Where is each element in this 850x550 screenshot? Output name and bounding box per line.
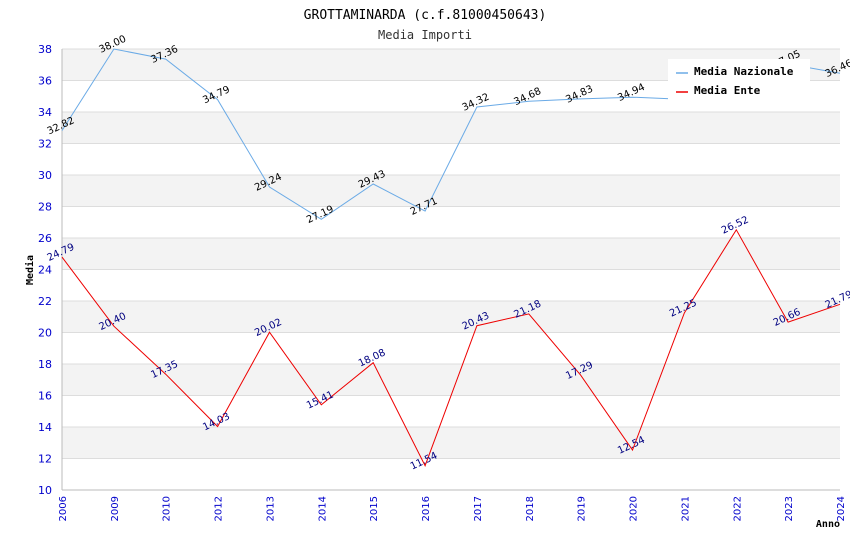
gridlines: [62, 48, 840, 491]
x-tick-label: 2022: [732, 496, 743, 521]
y-tick-label: 38: [38, 43, 52, 56]
y-axis-label: Media: [24, 255, 36, 285]
legend-label-media-ente: Media Ente: [694, 84, 761, 97]
plot-band: [62, 206, 840, 238]
x-tick-label: 2021: [680, 496, 691, 521]
plot-band: [62, 427, 840, 459]
plot-band: [62, 364, 840, 396]
plot-band: [62, 458, 840, 490]
y-tick-label: 34: [38, 106, 52, 119]
x-axis-label: Anno: [816, 519, 840, 530]
y-tick-label: 20: [38, 327, 52, 340]
plot-band: [62, 175, 840, 207]
legend: Media Nazionale Media Ente: [668, 59, 810, 100]
x-tick-label: 2010: [162, 496, 173, 521]
x-tick-label: 2018: [525, 496, 536, 521]
x-tick-label: 2017: [473, 496, 484, 521]
x-tick-label: 2024: [836, 496, 847, 521]
y-tick-labels: 10 12 14 16 18 20 22 24 26 28 30 32 34 36 38: [38, 43, 52, 497]
y-tick-label: 36: [38, 75, 52, 88]
x-tick-label: 2012: [214, 496, 225, 521]
x-tick-labels: 2006 2009 2010 2012 2013 2014 2015 2016 2017 2018…: [58, 496, 847, 521]
plot-band: [62, 238, 840, 270]
plot-band: [62, 301, 840, 333]
chart-title: GROTTAMINARDA (c.f.81000450643): [304, 8, 547, 23]
x-tick-label: 2006: [58, 496, 69, 521]
legend-background: [668, 59, 810, 100]
y-tick-label: 14: [38, 421, 52, 434]
y-tick-label: 16: [38, 390, 52, 403]
x-tick-label: 2014: [317, 496, 328, 521]
x-tick-label: 2016: [421, 496, 432, 521]
x-tick-label: 2015: [369, 496, 380, 521]
x-tick-label: 2023: [784, 496, 795, 521]
series-line-media-ente: [61, 228, 841, 467]
plot-band: [62, 332, 840, 364]
y-tick-label: 28: [38, 201, 52, 214]
plot-band: [62, 395, 840, 427]
x-tick-label: 2019: [577, 496, 588, 521]
chart-subtitle: Media Importi: [378, 28, 472, 42]
x-tick-label: 2009: [110, 496, 121, 521]
y-tick-label: 26: [38, 232, 52, 245]
legend-label-media-nazionale: Media Nazionale: [694, 65, 794, 78]
y-tick-label: 24: [38, 264, 52, 277]
y-tick-label: 22: [38, 295, 52, 308]
y-tick-label: 32: [38, 138, 52, 151]
y-tick-label: 30: [38, 169, 52, 182]
plot-band: [62, 269, 840, 301]
x-tick-label: 2020: [629, 496, 640, 521]
x-tick-label: 2013: [265, 496, 276, 521]
y-tick-label: 10: [38, 484, 52, 497]
plot-bands: [62, 49, 840, 490]
y-tick-label: 18: [38, 358, 52, 371]
y-tick-label: 12: [38, 453, 52, 466]
plot-band: [62, 112, 840, 144]
